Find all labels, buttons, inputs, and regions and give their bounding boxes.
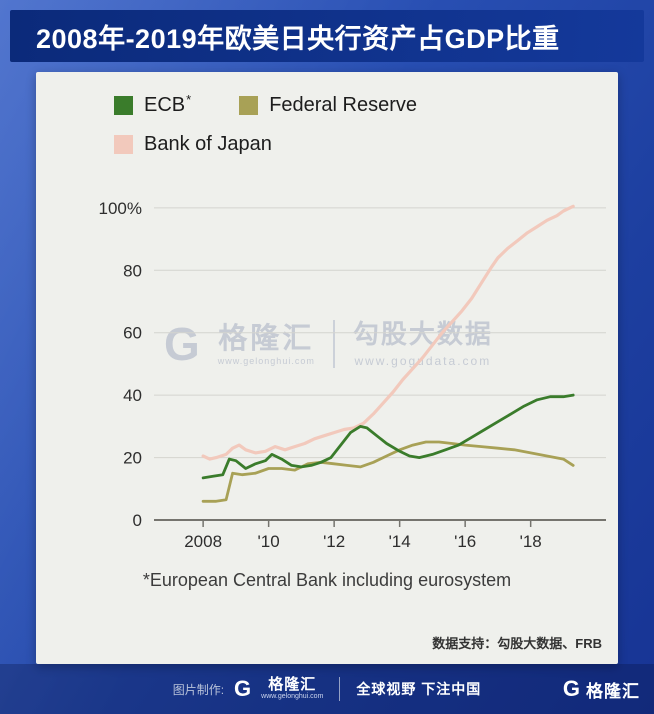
footer-divider [339,677,341,701]
legend-item: Federal Reserve [239,94,417,117]
watermark-brand-name: 格隆汇 [218,322,315,355]
legend-swatch-icon [239,96,259,115]
legend-label: Bank of Japan [144,133,272,155]
footer-brand-url: www.gelonghui.com [261,693,324,701]
legend-label: ECB [144,94,186,116]
watermark-product-name: 勾股大数据 [352,319,493,349]
legend-swatch-icon [114,96,133,115]
y-axis-tick-label: 60 [123,324,142,343]
series-line-bank-of-japan [201,204,575,461]
y-axis-tick-label: 80 [123,261,142,280]
x-axis-tick-label: '16 [454,532,476,551]
watermark-divider [332,320,335,369]
legend-label: Federal Reserve [269,94,418,116]
series-line-ecb [201,393,575,480]
legend-item: Bank of Japan [114,133,272,156]
x-axis-tick-label: '14 [389,532,411,551]
y-axis-tick-label: 40 [123,386,142,405]
legend-swatch-icon [114,135,133,154]
footer-made-by-label: 图片制作: [172,682,225,697]
legend-item: ECB * [114,92,192,117]
footer-brand-block: 格隆汇 www.gelonghui.com [261,675,324,701]
footnote: *European Central Bank including eurosys… [142,570,512,590]
y-axis-tick-label: 100% [99,199,142,218]
x-axis-tick-label: '18 [520,532,542,551]
footer-bar: 图片制作: G 格隆汇 www.gelonghui.com 全球视野 下注中国 … [0,664,654,714]
gelonghui-logo-icon: G [234,676,252,701]
gelonghui-logo-icon: G [562,676,580,701]
footer-slogan: 全球视野 下注中国 [356,681,482,697]
footer-right-logo: G 格隆汇 [563,664,640,714]
gelonghui-logo-icon: G [164,318,200,371]
footer-brand-name: 格隆汇 [268,675,317,693]
x-axis-tick-label: '10 [258,532,280,551]
footer-right-brand-name: 格隆汇 [586,681,640,701]
legend-footnote-marker: * [186,92,192,107]
title-bar: 2008年-2019年欧美日央行资产占GDP比重 [10,10,644,62]
watermark-brand-block: 格隆汇 www.gelonghui.com [218,323,315,367]
legend: ECB * Federal Reserve Bank of Japan [36,72,554,156]
y-axis-tick-label: 0 [133,511,142,530]
data-support-note: 数据支持：勾股大数据、FRB [432,636,602,651]
page-title: 2008年-2019年欧美日央行资产占GDP比重 [36,23,560,54]
chart-card: ECB * Federal Reserve Bank of Japan G 格隆汇 w… [36,72,618,664]
x-axis-tick-label: '12 [323,532,345,551]
watermark-brand-url: www.gelonghui.com [217,355,315,366]
x-axis-tick-label: 2008 [184,532,222,551]
y-axis-tick-label: 20 [123,449,142,468]
series-line-federal-reserve [201,440,575,503]
line-chart: 0 20 40 60 80 100% 2008 '10 '12 '14 '16 '18 [99,199,606,551]
